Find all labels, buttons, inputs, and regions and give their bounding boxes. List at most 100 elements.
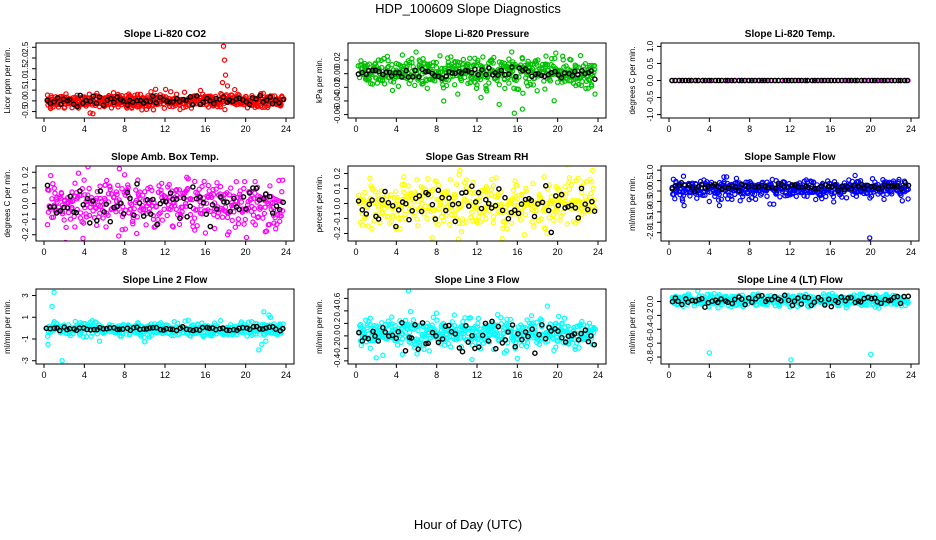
data-point — [764, 179, 770, 185]
y-tick-label: 0.4 — [333, 305, 342, 317]
data-point — [382, 213, 388, 219]
data-point — [97, 183, 103, 189]
data-point — [579, 68, 585, 74]
data-point — [67, 216, 74, 222]
data-point — [440, 217, 447, 224]
data-point — [219, 214, 226, 220]
data-point — [890, 178, 897, 184]
data-point — [161, 105, 167, 111]
data-point — [898, 186, 905, 192]
data-point — [576, 64, 582, 71]
data-point — [868, 295, 875, 302]
data-point — [553, 344, 559, 350]
data-point — [91, 326, 97, 333]
data-point — [891, 183, 898, 189]
data-point — [379, 197, 385, 203]
panel-title: Slope Sample Flow — [744, 152, 835, 163]
data-point — [250, 323, 257, 330]
data-point — [277, 218, 283, 225]
data-point — [443, 73, 450, 79]
y-tick-label: 0.6 — [333, 292, 342, 304]
data-point — [421, 346, 427, 352]
data-point — [414, 351, 420, 357]
data-point — [103, 177, 110, 184]
data-point — [379, 324, 386, 331]
data-point — [732, 191, 738, 197]
y-tick-label: 0.5 — [646, 174, 655, 186]
y-tick-label: 3 — [21, 293, 30, 298]
data-point — [65, 209, 72, 216]
data-point — [750, 291, 756, 298]
data-point — [115, 233, 122, 239]
x-tick-label: 0 — [353, 370, 358, 380]
data-point — [120, 98, 126, 104]
data-point — [436, 205, 443, 211]
y-tick-label: 1 — [21, 314, 30, 319]
data-point — [118, 200, 124, 207]
data-point — [811, 77, 818, 84]
data-point — [401, 174, 407, 180]
x-tick-label: 12 — [785, 124, 795, 134]
data-point — [150, 107, 157, 113]
data-point — [363, 213, 369, 219]
outlier-point — [221, 57, 228, 63]
data-point — [77, 92, 83, 99]
data-point — [889, 191, 895, 197]
outlier-point — [266, 312, 272, 318]
data-point — [229, 98, 236, 105]
data-point — [496, 81, 502, 88]
data-point — [389, 202, 396, 209]
data-point — [522, 212, 529, 218]
data-point — [187, 94, 194, 100]
data-point — [405, 321, 411, 327]
data-point — [723, 174, 730, 180]
data-point — [571, 331, 578, 337]
data-point — [134, 91, 141, 98]
data-point — [190, 327, 196, 334]
data-point — [732, 184, 739, 190]
data-point — [474, 204, 480, 211]
data-point — [263, 97, 270, 103]
outlier-point — [59, 358, 65, 364]
data-point — [530, 180, 536, 187]
data-point — [121, 172, 128, 178]
data-point — [266, 221, 272, 228]
outlier-point — [261, 309, 267, 315]
data-point — [361, 327, 367, 333]
data-point — [756, 77, 762, 84]
data-point — [529, 219, 535, 225]
data-point — [266, 193, 273, 200]
data-point — [69, 189, 75, 195]
data-point — [695, 289, 701, 294]
data-point — [838, 294, 845, 300]
x-tick-label: 12 — [160, 124, 170, 134]
data-point — [496, 186, 502, 192]
data-point — [405, 183, 411, 189]
data-point — [590, 185, 597, 192]
data-point — [388, 218, 395, 225]
data-point — [367, 175, 373, 181]
data-point — [495, 72, 501, 78]
data-point — [787, 192, 793, 198]
data-point — [148, 89, 154, 95]
data-point — [399, 319, 405, 326]
data-point — [822, 302, 828, 308]
data-point — [433, 310, 440, 316]
data-point — [868, 193, 875, 199]
outlier-point — [519, 106, 526, 112]
y-tick-label: 0.1 — [333, 182, 342, 194]
data-point — [51, 185, 58, 191]
outlier-point — [592, 91, 598, 97]
data-point — [154, 221, 160, 228]
data-point — [528, 313, 535, 319]
data-point — [158, 180, 165, 187]
data-point — [153, 204, 159, 210]
data-point — [858, 77, 865, 84]
data-point — [254, 321, 260, 327]
data-point — [227, 208, 233, 215]
data-point — [736, 77, 742, 84]
y-tick-label: 0.2 — [21, 166, 30, 178]
data-point — [519, 336, 525, 343]
data-point — [848, 294, 854, 301]
outlier-point — [681, 202, 687, 209]
